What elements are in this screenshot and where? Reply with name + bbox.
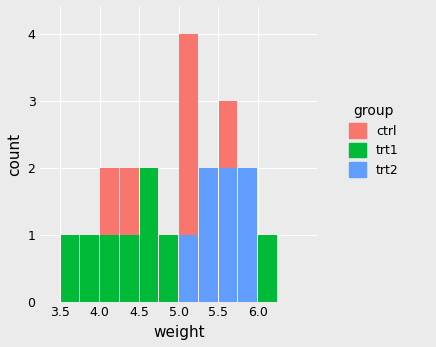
Bar (258, 235, 277, 302)
Bar (258, 235, 277, 302)
X-axis label: weight: weight (153, 325, 204, 340)
Bar (179, 34, 198, 302)
Bar (160, 235, 178, 302)
Bar (160, 235, 178, 302)
Bar (219, 101, 238, 302)
Bar (179, 235, 198, 302)
Bar (258, 235, 277, 302)
Bar (120, 235, 139, 302)
Legend: ctrl, trt1, trt2: ctrl, trt1, trt2 (340, 96, 408, 186)
Bar (238, 168, 257, 302)
Bar (199, 168, 218, 302)
Bar (80, 235, 99, 302)
Bar (140, 168, 158, 302)
Bar (199, 168, 218, 302)
Bar (100, 168, 119, 302)
Y-axis label: count: count (7, 133, 22, 176)
Bar (61, 235, 79, 302)
Bar (219, 168, 238, 302)
Bar (100, 235, 119, 302)
Bar (120, 168, 139, 302)
